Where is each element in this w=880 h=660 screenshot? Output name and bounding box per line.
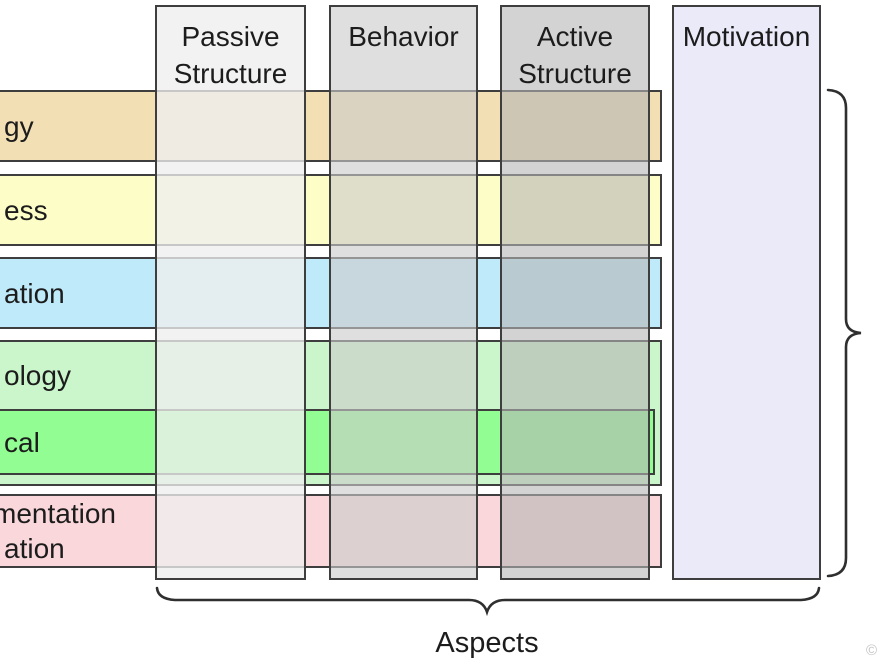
column-passive-structure-header: Passive Structure bbox=[157, 7, 304, 92]
column-header-line: Active bbox=[536, 21, 614, 52]
column-behavior-header: Behavior bbox=[331, 7, 476, 55]
aspects-brace bbox=[155, 586, 821, 617]
column-behavior: Behavior bbox=[329, 5, 478, 580]
column-header-line: Behavior bbox=[348, 21, 459, 52]
column-header-line: Structure bbox=[173, 58, 288, 89]
column-header-line: Motivation bbox=[682, 21, 811, 52]
column-active-structure: Active Structure bbox=[500, 5, 650, 580]
row-application-label: ation bbox=[4, 277, 65, 309]
row-technology-label: ology bbox=[4, 360, 71, 391]
column-motivation: Motivation bbox=[672, 5, 821, 580]
column-header-line: Structure bbox=[518, 58, 632, 89]
row-physical-label: cal bbox=[4, 426, 40, 458]
column-passive-structure: Passive Structure bbox=[155, 5, 306, 580]
copyright-mark: © bbox=[865, 642, 877, 659]
column-header-line: Passive bbox=[181, 21, 280, 52]
row-implementation-migration-label-line1: mentation bbox=[0, 498, 116, 529]
row-business-label: ess bbox=[4, 194, 48, 226]
row-implementation-migration-label-line2: ation bbox=[4, 533, 65, 564]
column-motivation-header: Motivation bbox=[674, 7, 819, 55]
layers-brace bbox=[826, 88, 862, 578]
aspects-label: Aspects bbox=[435, 627, 539, 659]
column-active-structure-header: Active Structure bbox=[502, 7, 648, 92]
row-strategy-label: gy bbox=[4, 110, 34, 142]
